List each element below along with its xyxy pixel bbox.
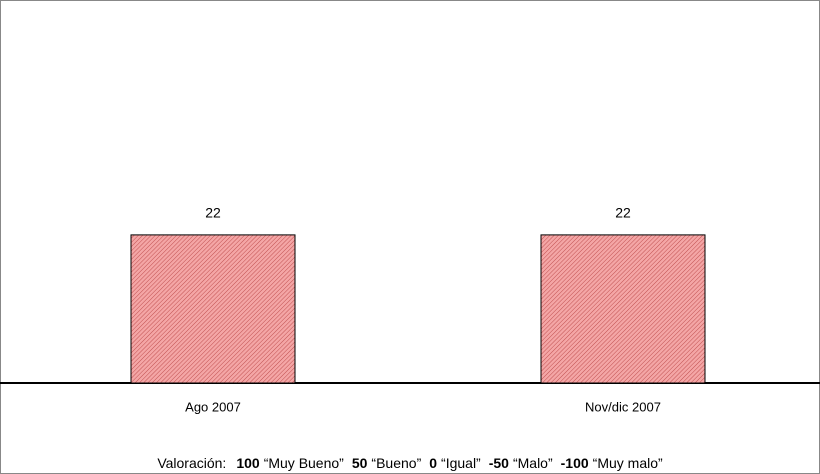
scale-label: “Igual”: [441, 455, 481, 471]
scale-value: 100: [236, 455, 260, 471]
value-label: 22: [615, 205, 631, 221]
scale-label: “Bueno”: [371, 455, 421, 471]
bar: [130, 234, 296, 384]
footnote: Valoración: 100 “Muy Bueno” 50 “Bueno” 0 “Igua…: [157, 455, 663, 471]
footnote-label: Valoración:: [157, 455, 226, 471]
scale-value: -100: [561, 455, 589, 471]
scale-value: 50: [352, 455, 368, 471]
scale-label: “Muy Bueno”: [264, 455, 344, 471]
x-tick-label: Ago 2007: [185, 399, 241, 414]
scale-label: “Muy malo”: [593, 455, 663, 471]
scale-label: “Malo”: [513, 455, 553, 471]
x-tick-label: Nov/dic 2007: [585, 399, 661, 414]
value-label: 22: [205, 205, 221, 221]
scale-value: 0: [429, 455, 437, 471]
bar: [540, 234, 706, 384]
scale-value: -50: [489, 455, 509, 471]
